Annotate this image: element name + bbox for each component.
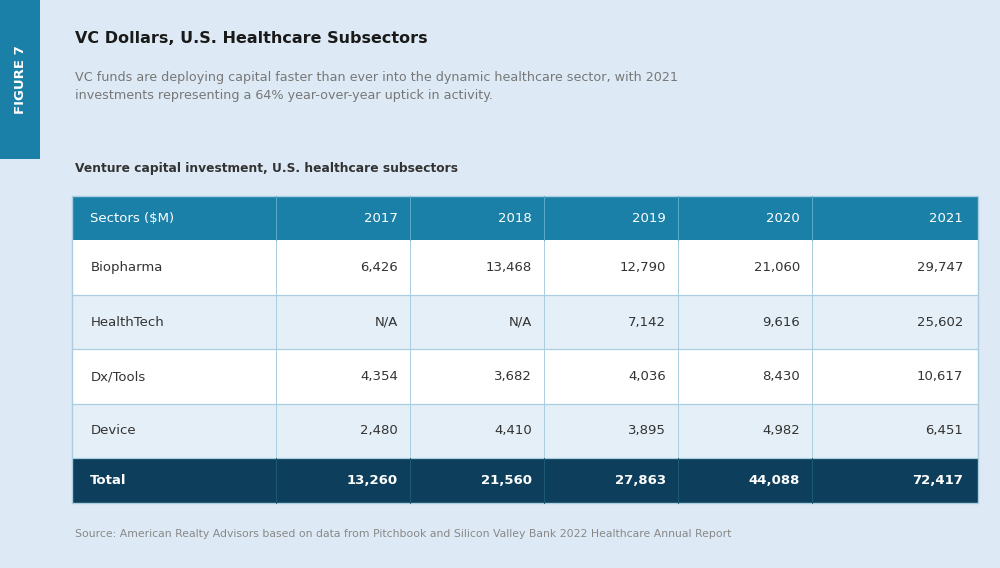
Text: 4,036: 4,036	[628, 370, 666, 383]
Text: 6,451: 6,451	[925, 424, 963, 437]
Text: 7,142: 7,142	[628, 316, 666, 329]
Text: 27,863: 27,863	[615, 474, 666, 487]
Text: 6,426: 6,426	[360, 261, 398, 274]
Text: 2020: 2020	[766, 212, 800, 225]
Text: N/A: N/A	[374, 316, 398, 329]
Text: 2018: 2018	[498, 212, 532, 225]
Text: 4,982: 4,982	[762, 424, 800, 437]
Text: 8,430: 8,430	[762, 370, 800, 383]
Text: 3,895: 3,895	[628, 424, 666, 437]
Text: 21,560: 21,560	[481, 474, 532, 487]
Text: Dx/Tools: Dx/Tools	[90, 370, 146, 383]
Text: 2,480: 2,480	[360, 424, 398, 437]
Text: HealthTech: HealthTech	[90, 316, 164, 329]
Text: N/A: N/A	[509, 316, 532, 329]
Text: 13,468: 13,468	[486, 261, 532, 274]
Text: 2019: 2019	[632, 212, 666, 225]
Text: 4,410: 4,410	[494, 424, 532, 437]
Text: 13,260: 13,260	[347, 474, 398, 487]
Text: Source: American Realty Advisors based on data from Pitchbook and Silicon Valley: Source: American Realty Advisors based o…	[75, 529, 731, 540]
Text: Venture capital investment, U.S. healthcare subsectors: Venture capital investment, U.S. healthc…	[75, 162, 458, 175]
Text: 4,354: 4,354	[360, 370, 398, 383]
Text: Sectors ($M): Sectors ($M)	[90, 212, 174, 225]
Text: 21,060: 21,060	[754, 261, 800, 274]
Text: Total: Total	[90, 474, 127, 487]
Text: Device: Device	[90, 424, 136, 437]
Text: Biopharma: Biopharma	[90, 261, 163, 274]
Text: 3,682: 3,682	[494, 370, 532, 383]
Text: VC funds are deploying capital faster than ever into the dynamic healthcare sect: VC funds are deploying capital faster th…	[75, 71, 678, 102]
Text: VC Dollars, U.S. Healthcare Subsectors: VC Dollars, U.S. Healthcare Subsectors	[75, 31, 428, 46]
Text: FIGURE 7: FIGURE 7	[13, 45, 26, 114]
Text: 25,602: 25,602	[917, 316, 963, 329]
Text: 29,747: 29,747	[917, 261, 963, 274]
Text: 12,790: 12,790	[620, 261, 666, 274]
Text: 72,417: 72,417	[912, 474, 963, 487]
Text: 2021: 2021	[929, 212, 963, 225]
Text: 10,617: 10,617	[917, 370, 963, 383]
Text: 44,088: 44,088	[749, 474, 800, 487]
Text: 9,616: 9,616	[762, 316, 800, 329]
Text: 2017: 2017	[364, 212, 398, 225]
